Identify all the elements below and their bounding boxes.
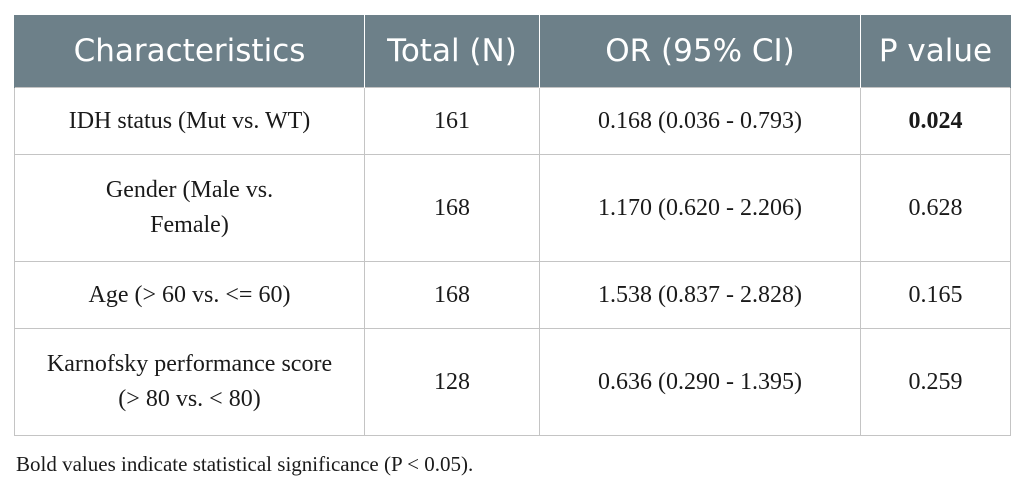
cell-characteristic: Age (> 60 vs. <= 60) bbox=[14, 261, 365, 329]
cell-p-value: 0.259 bbox=[860, 328, 1011, 436]
cell-or-ci: 0.168 (0.036 - 0.793) bbox=[539, 87, 861, 155]
header-characteristics: Characteristics bbox=[14, 15, 365, 88]
cell-total: 161 bbox=[364, 87, 540, 155]
cell-characteristic: IDH status (Mut vs. WT) bbox=[14, 87, 365, 155]
header-row: Characteristics Total (N) OR (95% CI) P … bbox=[14, 15, 1011, 88]
table-row: IDH status (Mut vs. WT) 161 0.168 (0.036… bbox=[14, 87, 1011, 155]
cell-total: 128 bbox=[364, 328, 540, 436]
cell-p-value: 0.628 bbox=[860, 154, 1011, 262]
cell-or-ci: 1.170 (0.620 - 2.206) bbox=[539, 154, 861, 262]
cell-or-ci: 0.636 (0.290 - 1.395) bbox=[539, 328, 861, 436]
results-table-container: Characteristics Total (N) OR (95% CI) P … bbox=[14, 15, 1011, 436]
odds-ratio-table: Characteristics Total (N) OR (95% CI) P … bbox=[14, 15, 1011, 436]
table-row: Karnofsky performance score (> 80 vs. < … bbox=[14, 328, 1011, 436]
cell-total: 168 bbox=[364, 154, 540, 262]
cell-p-value: 0.165 bbox=[860, 261, 1011, 329]
cell-characteristic: Karnofsky performance score (> 80 vs. < … bbox=[14, 328, 365, 436]
header-or-ci: OR (95% CI) bbox=[539, 15, 861, 88]
table-row: Gender (Male vs. Female) 168 1.170 (0.62… bbox=[14, 154, 1011, 262]
cell-total: 168 bbox=[364, 261, 540, 329]
table-footnote: Bold values indicate statistical signifi… bbox=[16, 452, 474, 476]
cell-characteristic: Gender (Male vs. Female) bbox=[14, 154, 365, 262]
table-row: Age (> 60 vs. <= 60) 168 1.538 (0.837 - … bbox=[14, 261, 1011, 329]
header-total: Total (N) bbox=[364, 15, 540, 88]
cell-p-value-significant: 0.024 bbox=[860, 87, 1011, 155]
cell-or-ci: 1.538 (0.837 - 2.828) bbox=[539, 261, 861, 329]
header-p-value: P value bbox=[860, 15, 1011, 88]
